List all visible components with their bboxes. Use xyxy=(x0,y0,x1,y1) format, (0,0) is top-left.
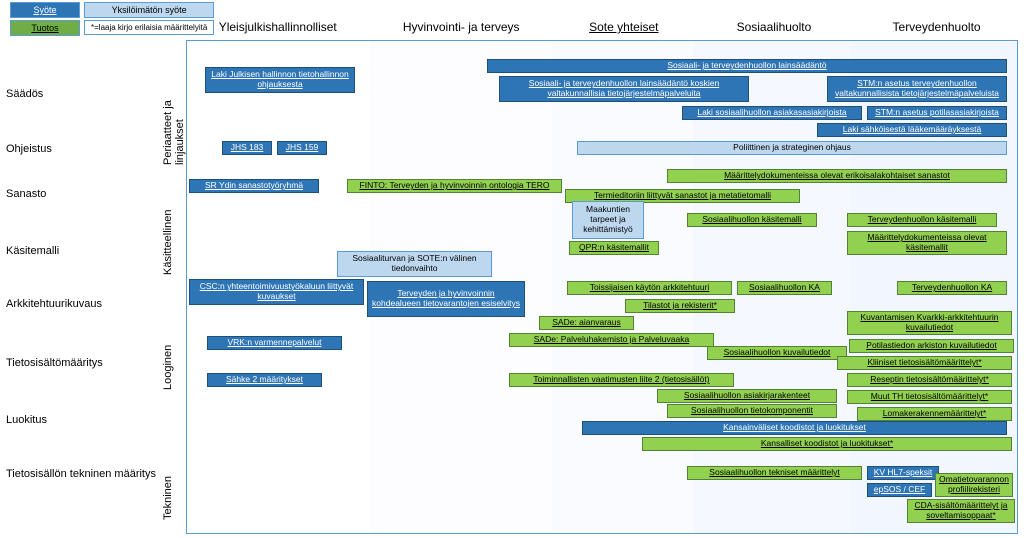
box-omatieto: Omatietovarannon profiilirekisteri xyxy=(935,473,1013,497)
box-kansalliset: Kansalliset koodistot ja luokitukset* xyxy=(642,437,1012,451)
row-tekninen: Tietosisällön tekninen määritys xyxy=(6,468,156,480)
box-lakiJulkisen: Laki Julkisen hallinnon tietohallinnon o… xyxy=(205,67,355,93)
box-muutTH: Muut TH tietosisältömäärittelyt* xyxy=(847,390,1012,404)
box-maakuntien: Maakuntien tarpeet ja kehittämistyö xyxy=(572,201,644,239)
box-erikois: Määrittelydokumenteissa olevat erikoisal… xyxy=(667,169,1007,183)
legend-tuotos: Tuotos xyxy=(10,20,80,36)
box-sosKuvailu: Sosiaalihuollon kuvailutiedot xyxy=(707,346,847,360)
box-potilastiedon: Potilastiedon arkiston kuvailutiedot xyxy=(849,339,1014,353)
box-resepti: Reseptin tietosisältömäärittelyt* xyxy=(847,373,1012,387)
box-poliittinen: Poliittinen ja strateginen ohjaus xyxy=(577,141,1007,155)
box-sosTurva: Sosiaaliturvan ja SOTE:n välinen tiedonv… xyxy=(337,251,492,277)
box-jhs183: JHS 183 xyxy=(222,141,272,155)
box-soteValta: Sosiaali- ja terveydenhuollon lainsäädän… xyxy=(499,76,749,102)
box-kuvantaminen: Kuvantamisen Kvarkki-arkkitehtuurin kuva… xyxy=(847,311,1012,335)
vlabel-kasitteellinen: Käsitteellinen xyxy=(162,185,174,275)
box-finto: FINTO: Terveyden ja hyvinvoinnin ontolog… xyxy=(347,179,562,193)
box-stmAsetus: STM:n asetus terveydenhuollon valtakunna… xyxy=(827,76,1007,102)
box-jhs159: JHS 159 xyxy=(277,141,327,155)
box-kvhl7: KV HL7-speksit xyxy=(867,466,939,480)
box-sosTieto: Sosiaalihuollon tietokomponentit xyxy=(667,404,837,418)
box-qpr: QPR:n käsitemallit xyxy=(569,241,659,255)
row-saados: Säädös xyxy=(6,88,43,100)
row-ohjeistus: Ohjeistus xyxy=(6,143,52,155)
box-sosAsiakirja: Sosiaalihuollon asiakirjarakenteet xyxy=(657,389,837,403)
box-srYdin: SR Ydin sanastotyöryhmä xyxy=(189,179,319,193)
box-lomake: Lomakerakennemäärittelyt* xyxy=(857,407,1012,421)
legend-syote: Syöte xyxy=(10,2,80,18)
legend-yksiloimaton: Yksilöimätön syöte xyxy=(84,2,214,18)
row-tietosisalto: Tietosisältömääritys xyxy=(6,357,103,369)
box-cscYhteen: CSC:n yhteentoimivuustyökaluun liittyvät… xyxy=(189,279,364,305)
box-cda: CDA-sisältömäärittelyt ja soveltamisoppa… xyxy=(907,499,1015,523)
box-sosKasite: Sosiaalihuollon käsitemalli xyxy=(687,213,817,227)
box-sosKA: Sosiaalihuollon KA xyxy=(737,281,832,295)
box-sadePalvelu: SADe: Palveluhakemisto ja Palveluvaaka xyxy=(509,333,714,347)
vlabel-looginen: Looginen xyxy=(162,320,174,390)
vlabel-periaatteet: Periaatteet ja linjaukset xyxy=(162,55,186,165)
col-header-5: Terveydenhuolto xyxy=(853,20,1020,34)
row-sanasto: Sanasto xyxy=(6,188,46,200)
box-kansainvaliset: Kansainväliset koodistot ja luokitukset xyxy=(582,421,1007,435)
box-epsos: epSOS / CEF xyxy=(867,483,932,497)
box-tervKA: Terveydenhuollon KA xyxy=(897,281,1007,295)
box-lakiSos: Laki sosiaalihuollon asiakasasiakirjoist… xyxy=(682,106,862,120)
box-tervKasite: Terveydenhuollon käsitemalli xyxy=(847,213,997,227)
box-maarKasite: Määrittelydokumenteissa olevat käsitemal… xyxy=(847,231,1007,255)
col-header-1: Yleisjulkishallinnolliset xyxy=(186,20,369,34)
col-header-4: Sosiaalihuolto xyxy=(695,20,853,34)
box-sadeAian: SADe: aianvaraus xyxy=(539,316,634,330)
row-luokitus: Luokitus xyxy=(6,414,47,426)
box-kliiniset: Kliiniset tietosisältömäärittelyt* xyxy=(837,356,1012,370)
column-headers: Yleisjulkishallinnolliset Hyvinvointi- j… xyxy=(186,20,1020,34)
box-toiminnalliset: Toiminnallisten vaatimusten liite 2 (tie… xyxy=(509,373,734,387)
col-header-3: Sote yhteiset xyxy=(553,20,695,34)
row-arkkitehtuuri: Arkkitehtuurikuvaus xyxy=(6,298,102,310)
legend: Syöte Tuotos Yksilöimätön syöte *=laaja … xyxy=(10,2,214,36)
main-frame: Laki Julkisen hallinnon tietohallinnon o… xyxy=(186,40,1018,534)
box-lakiSahko: Laki sähköisestä lääkemääräyksestä xyxy=(817,123,1007,137)
box-sahke: Sähke 2 määritykset xyxy=(207,373,322,387)
col-header-2: Hyvinvointi- ja terveys xyxy=(369,20,552,34)
box-stmPotilas: STM:n asetus potilasasiakirjoista xyxy=(867,106,1007,120)
box-tilastot: Tilastot ja rekisterit* xyxy=(625,299,735,313)
box-tervHyvin: Terveyden ja hyvinvoinnin kohdealueen ti… xyxy=(367,281,525,317)
box-toissi: Toissijaisen käytön arkkitehtuuri xyxy=(567,281,732,295)
row-kasitemalli: Käsitemalli xyxy=(6,245,59,257)
box-sosTekniset: Sosiaalihuollon tekniset määrittelyt xyxy=(687,466,862,480)
box-vrk: VRK:n varmennepalvelut xyxy=(207,336,342,350)
box-soteLaki: Sosiaali- ja terveydenhuollon lainsäädän… xyxy=(487,59,1007,73)
vlabel-tekninen: Tekninen xyxy=(162,455,174,520)
